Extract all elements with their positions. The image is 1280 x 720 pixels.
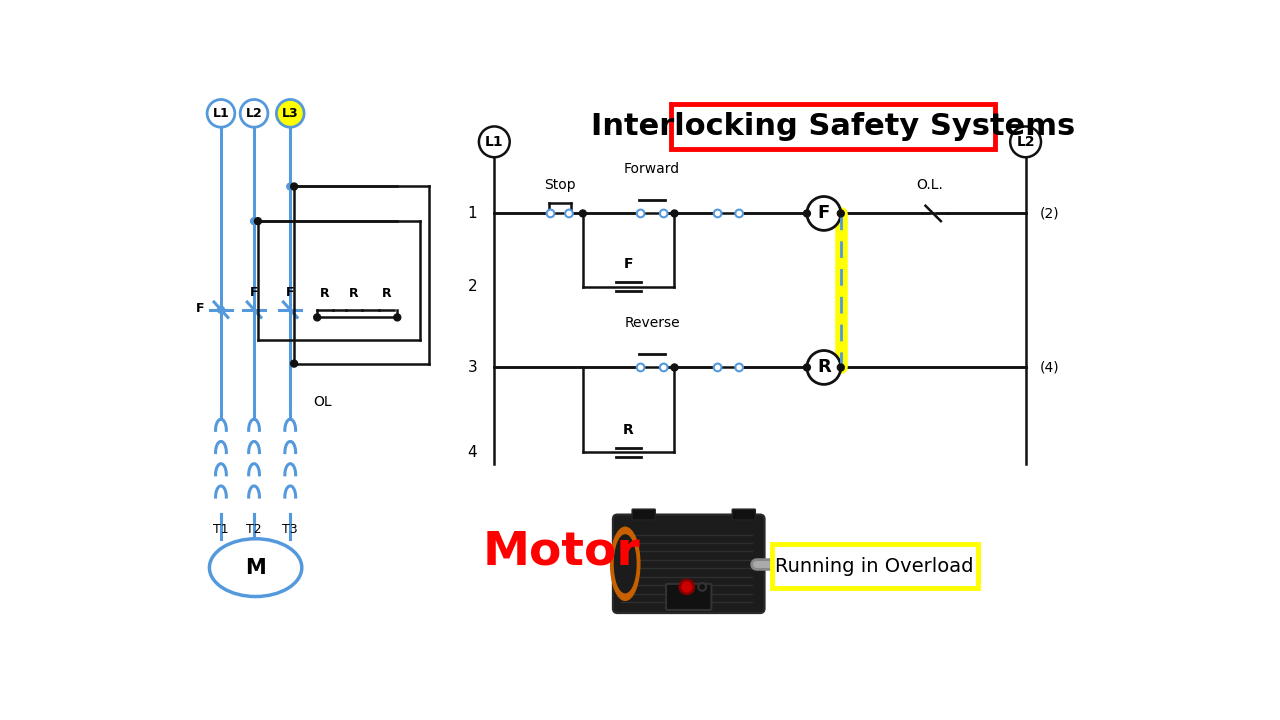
Circle shape [291, 360, 297, 367]
Text: M: M [246, 558, 266, 577]
Text: R: R [320, 287, 330, 300]
Circle shape [580, 210, 586, 217]
FancyBboxPatch shape [672, 104, 995, 149]
FancyBboxPatch shape [632, 509, 655, 520]
Text: L1: L1 [212, 107, 229, 120]
Circle shape [394, 314, 401, 321]
Text: F: F [285, 286, 294, 299]
FancyBboxPatch shape [613, 515, 764, 613]
Text: 4: 4 [467, 445, 477, 459]
Text: (2): (2) [1039, 207, 1059, 220]
Text: R: R [623, 423, 634, 437]
Circle shape [479, 127, 509, 157]
Text: F: F [818, 204, 829, 222]
Text: F: F [623, 257, 634, 271]
Circle shape [218, 306, 224, 313]
Text: OL: OL [314, 395, 332, 409]
Text: L2: L2 [246, 107, 262, 120]
Text: Stop: Stop [544, 178, 576, 192]
Text: R: R [349, 287, 358, 300]
Text: R: R [381, 287, 392, 300]
Text: R: R [817, 359, 831, 377]
Circle shape [636, 364, 644, 372]
Text: Reverse: Reverse [625, 317, 680, 330]
Text: 1: 1 [467, 206, 477, 221]
Circle shape [1010, 127, 1041, 157]
Circle shape [804, 210, 810, 217]
Ellipse shape [210, 539, 302, 597]
Text: 3: 3 [467, 360, 477, 375]
Circle shape [207, 99, 234, 127]
Circle shape [837, 364, 845, 371]
Circle shape [566, 210, 573, 217]
Circle shape [806, 351, 841, 384]
Circle shape [255, 217, 261, 225]
Text: L3: L3 [282, 107, 298, 120]
Circle shape [735, 210, 742, 217]
Circle shape [837, 210, 845, 217]
Circle shape [241, 99, 268, 127]
Circle shape [314, 314, 321, 321]
Text: F: F [250, 286, 259, 299]
Text: L1: L1 [485, 135, 503, 149]
Text: T3: T3 [283, 523, 298, 536]
Text: Running in Overload: Running in Overload [776, 557, 974, 575]
Text: Motor: Motor [483, 530, 640, 575]
Circle shape [806, 197, 841, 230]
FancyBboxPatch shape [772, 544, 978, 588]
Circle shape [671, 210, 678, 217]
Circle shape [276, 99, 305, 127]
Circle shape [680, 580, 694, 594]
Text: T2: T2 [246, 523, 262, 536]
Text: O.L.: O.L. [916, 178, 943, 192]
Circle shape [291, 183, 297, 190]
FancyBboxPatch shape [666, 584, 712, 610]
Circle shape [671, 364, 678, 371]
Ellipse shape [611, 527, 640, 600]
Text: F: F [196, 302, 204, 315]
Circle shape [251, 217, 257, 225]
Circle shape [735, 364, 742, 372]
Circle shape [699, 583, 707, 590]
Text: Interlocking Safety Systems: Interlocking Safety Systems [591, 112, 1075, 141]
Text: Forward: Forward [625, 163, 680, 176]
Circle shape [547, 210, 554, 217]
Circle shape [804, 364, 810, 371]
Circle shape [714, 210, 722, 217]
Text: (4): (4) [1039, 361, 1059, 374]
Circle shape [660, 364, 668, 372]
Text: L2: L2 [1016, 135, 1036, 149]
Circle shape [287, 183, 293, 190]
Circle shape [636, 210, 644, 217]
FancyBboxPatch shape [732, 509, 755, 520]
Text: 2: 2 [467, 279, 477, 294]
Text: T1: T1 [214, 523, 229, 536]
Circle shape [714, 364, 722, 372]
Ellipse shape [614, 535, 636, 593]
Circle shape [660, 210, 668, 217]
